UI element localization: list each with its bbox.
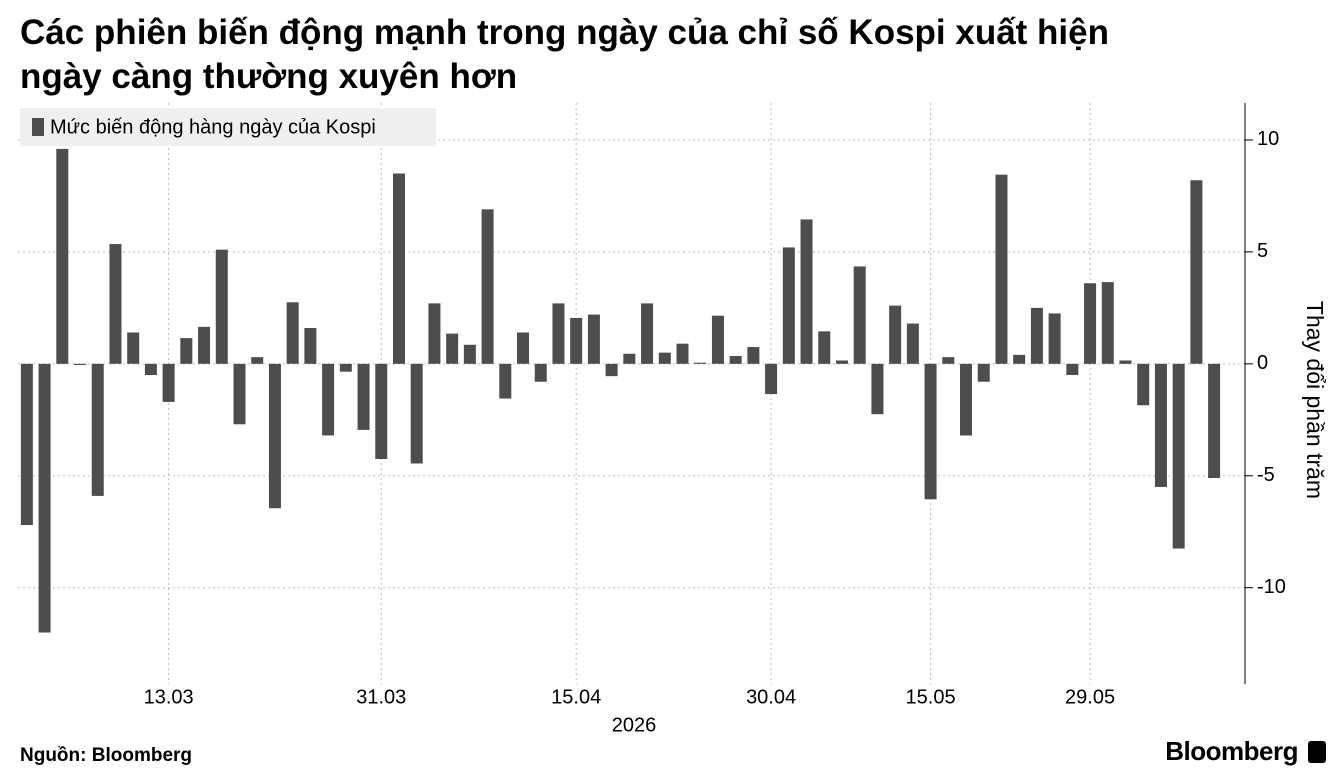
x-tick-label: 15.04 [551, 686, 601, 708]
brand: Bloomberg [1165, 736, 1298, 766]
bar [517, 332, 530, 364]
bar [268, 363, 281, 509]
bar [534, 363, 547, 382]
y-tick-label: -10 [1257, 576, 1286, 598]
legend-box [20, 108, 436, 146]
bar [552, 303, 565, 364]
bar [853, 266, 866, 364]
bar [889, 305, 902, 364]
bar [446, 333, 459, 364]
bar [180, 338, 193, 364]
bar [215, 249, 228, 364]
bar [871, 363, 884, 415]
bar [1208, 363, 1221, 479]
bar [747, 347, 760, 364]
bar [144, 363, 157, 376]
bar [835, 360, 848, 364]
bar [977, 363, 990, 382]
bar [1066, 363, 1079, 376]
x-tick-label: 13.03 [144, 686, 194, 708]
bar [800, 219, 813, 364]
bar [1137, 363, 1150, 406]
bar [765, 363, 778, 395]
bar [623, 353, 636, 364]
bar [1013, 354, 1026, 364]
bar [924, 363, 937, 500]
bar [1048, 313, 1061, 364]
x-tick-label: 15.05 [906, 686, 956, 708]
bar [357, 363, 370, 430]
bar [906, 323, 919, 364]
legend-label: Mức biến động hàng ngày của Kospi [50, 116, 376, 138]
bar [711, 315, 724, 364]
bar [995, 174, 1008, 364]
bar [694, 362, 707, 364]
bar [942, 357, 955, 364]
y-tick-label: 10 [1257, 128, 1279, 150]
bar [392, 173, 405, 364]
x-tick-label: 30.04 [746, 686, 796, 708]
bar [499, 363, 512, 399]
x-tick-label: 29.05 [1065, 686, 1115, 708]
bar [1172, 363, 1185, 549]
bar [428, 303, 441, 364]
chart-title: Các phiên biến động mạnh trong ngày của … [20, 13, 1109, 52]
bar [641, 303, 654, 364]
bar [1084, 283, 1097, 364]
bar [658, 352, 671, 364]
bar [1119, 360, 1132, 364]
y-tick-label: 0 [1257, 352, 1268, 374]
bar [233, 363, 246, 425]
bar [587, 314, 600, 364]
bar [960, 363, 973, 436]
bar [127, 332, 140, 364]
bar [782, 247, 795, 364]
bar [286, 302, 299, 364]
bar [91, 363, 104, 496]
source: Nguồn: Bloomberg [20, 745, 192, 766]
bar [74, 363, 87, 365]
x-axis-year: 2026 [612, 714, 657, 736]
bar [605, 363, 618, 377]
brand-icon [1308, 741, 1326, 763]
bar [109, 244, 122, 364]
bar [676, 343, 689, 364]
bar [1190, 180, 1203, 364]
bar [375, 363, 388, 459]
bar [463, 344, 476, 364]
chart-title: ngày càng thường xuyên hơn [20, 57, 517, 96]
bar [818, 331, 831, 364]
bar [570, 317, 583, 364]
bar [729, 355, 742, 364]
bar [1154, 363, 1167, 487]
legend-swatch [32, 118, 44, 136]
bar [304, 328, 317, 364]
bar [481, 209, 494, 364]
y-tick-label: 5 [1257, 240, 1268, 262]
bar [56, 148, 69, 364]
bar [38, 363, 51, 633]
y-tick-label: -5 [1257, 464, 1275, 486]
y-axis-label: Thay đổi phần trăm [1302, 301, 1328, 499]
bar [410, 363, 423, 464]
bar [1030, 307, 1043, 364]
bar [322, 363, 335, 436]
x-tick-label: 31.03 [356, 686, 406, 708]
bar [251, 357, 264, 364]
bar [20, 363, 33, 526]
bar [1101, 282, 1114, 364]
bar [339, 363, 352, 372]
bar [162, 363, 175, 402]
bar [198, 326, 211, 364]
